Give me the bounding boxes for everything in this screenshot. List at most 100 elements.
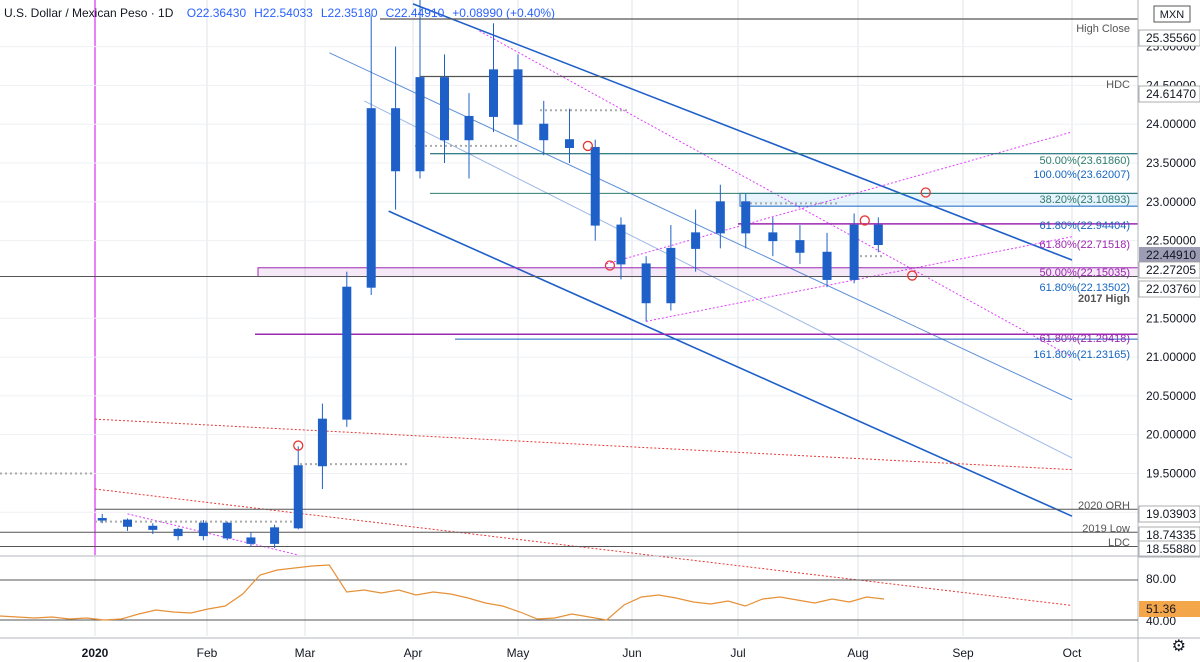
candle (440, 54, 449, 164)
channel-lower-line (388, 210, 1073, 517)
candle-body (293, 465, 303, 529)
price-axis-label: 22.03760 (1146, 282, 1196, 296)
candle (317, 403, 327, 490)
candle-body (97, 518, 107, 521)
pivot-marker (604, 260, 616, 271)
candle (246, 532, 256, 547)
candle (691, 209, 701, 272)
candle-body (849, 224, 859, 280)
candle-body (391, 108, 401, 172)
time-axis-label: 2020 (82, 646, 109, 660)
time-axis-label: Oct (1063, 646, 1082, 660)
candle (513, 54, 523, 140)
candle-body (173, 528, 183, 537)
level-label: LDC (1108, 537, 1130, 549)
level-label: 2019 Low (1082, 523, 1130, 535)
candle (148, 523, 158, 535)
pivot-marker (920, 187, 931, 198)
rsi-value-label: 51.36 (1146, 602, 1176, 616)
price-axis-label: 18.74335 (1146, 528, 1196, 542)
magenta-dotted-trend-2 (606, 131, 1073, 265)
candle-body (795, 240, 805, 253)
price-tick-label: 23.00000 (1146, 195, 1196, 209)
candle-body (198, 522, 208, 537)
pivot-marker (293, 440, 304, 451)
time-axis-label: May (507, 646, 530, 660)
candle (616, 217, 626, 280)
candle (293, 446, 303, 530)
time-axis-label: Jun (622, 646, 641, 660)
candle (173, 527, 183, 541)
candle-body (342, 286, 352, 420)
red-dotted-trend-2 (94, 488, 1073, 606)
currency-badge-label: MXN (1160, 9, 1185, 21)
price-tick-label: 21.50000 (1146, 311, 1196, 325)
close-value: C22.44910 (385, 6, 445, 20)
symbol-title: U.S. Dollar / Mexican Peso · 1D (4, 6, 174, 20)
candle (415, 0, 425, 179)
candle-body (222, 522, 232, 539)
price-tick-label: 22.50000 (1146, 234, 1196, 248)
candle-body (616, 224, 626, 265)
price-label-box (1138, 540, 1200, 558)
candle-body (366, 108, 376, 288)
candle-body (513, 69, 523, 125)
pivot-marker (859, 215, 870, 226)
high-value: H22.54033 (254, 6, 313, 20)
time-axis-label: Feb (197, 646, 218, 660)
level-label: 61.80%(22.13502) (1039, 282, 1130, 294)
price-tick-label: 20.50000 (1146, 389, 1196, 403)
candle (222, 521, 232, 541)
change-value: +0.08990 (+0.40%) (452, 6, 556, 20)
candle-body (666, 247, 676, 304)
candle-body (246, 537, 256, 544)
time-axis-label: Aug (847, 646, 868, 660)
candle-body (873, 224, 883, 246)
candle (768, 217, 778, 257)
candle (489, 23, 498, 132)
candle (666, 225, 676, 311)
candle-body (317, 418, 327, 467)
candle (873, 217, 883, 253)
price-tick-label: 23.50000 (1146, 156, 1196, 170)
candle (198, 520, 208, 541)
channel-inner-line (364, 100, 1073, 459)
candle (849, 213, 859, 284)
candle-body (741, 201, 751, 234)
candle (564, 108, 574, 164)
level-label: High Close (1076, 23, 1130, 35)
gear-icon[interactable]: ⚙ (1171, 638, 1186, 655)
pivot-marker (582, 140, 594, 152)
candle-body (489, 69, 498, 117)
candle (464, 93, 474, 179)
candle-body (691, 232, 701, 249)
candle-body (822, 251, 832, 280)
candle (741, 194, 751, 249)
red-dotted-trend (94, 418, 1073, 471)
price-label-box (1138, 505, 1200, 523)
channel-median-line (329, 52, 1073, 401)
magenta-dotted-trend (479, 30, 1073, 358)
candle (795, 225, 805, 264)
price-axis-label: 18.55880 (1146, 542, 1196, 556)
time-axis-label: Sep (952, 646, 974, 660)
level-label: 38.20%(23.10893) (1039, 194, 1130, 206)
price-tick-label: 20.00000 (1146, 428, 1196, 442)
last-price-badge (1139, 247, 1200, 263)
level-label: 61.80%(22.71518) (1039, 239, 1130, 251)
candle-body (590, 146, 600, 226)
candle-body (641, 263, 651, 304)
candle (391, 46, 401, 210)
rsi-axis-label: 80.00 (1146, 572, 1176, 586)
candle (539, 100, 549, 156)
low-value: L22.35180 (320, 6, 378, 20)
time-axis-label: Mar (295, 646, 316, 660)
level-label: 50.00%(23.61860) (1039, 155, 1130, 167)
candle-body (270, 527, 280, 544)
price-axis-label: 22.27205 (1146, 263, 1196, 277)
candle (715, 184, 725, 249)
open-value: O22.36430 (186, 6, 247, 20)
price-label-box (1138, 280, 1200, 298)
candle-body (123, 519, 133, 527)
